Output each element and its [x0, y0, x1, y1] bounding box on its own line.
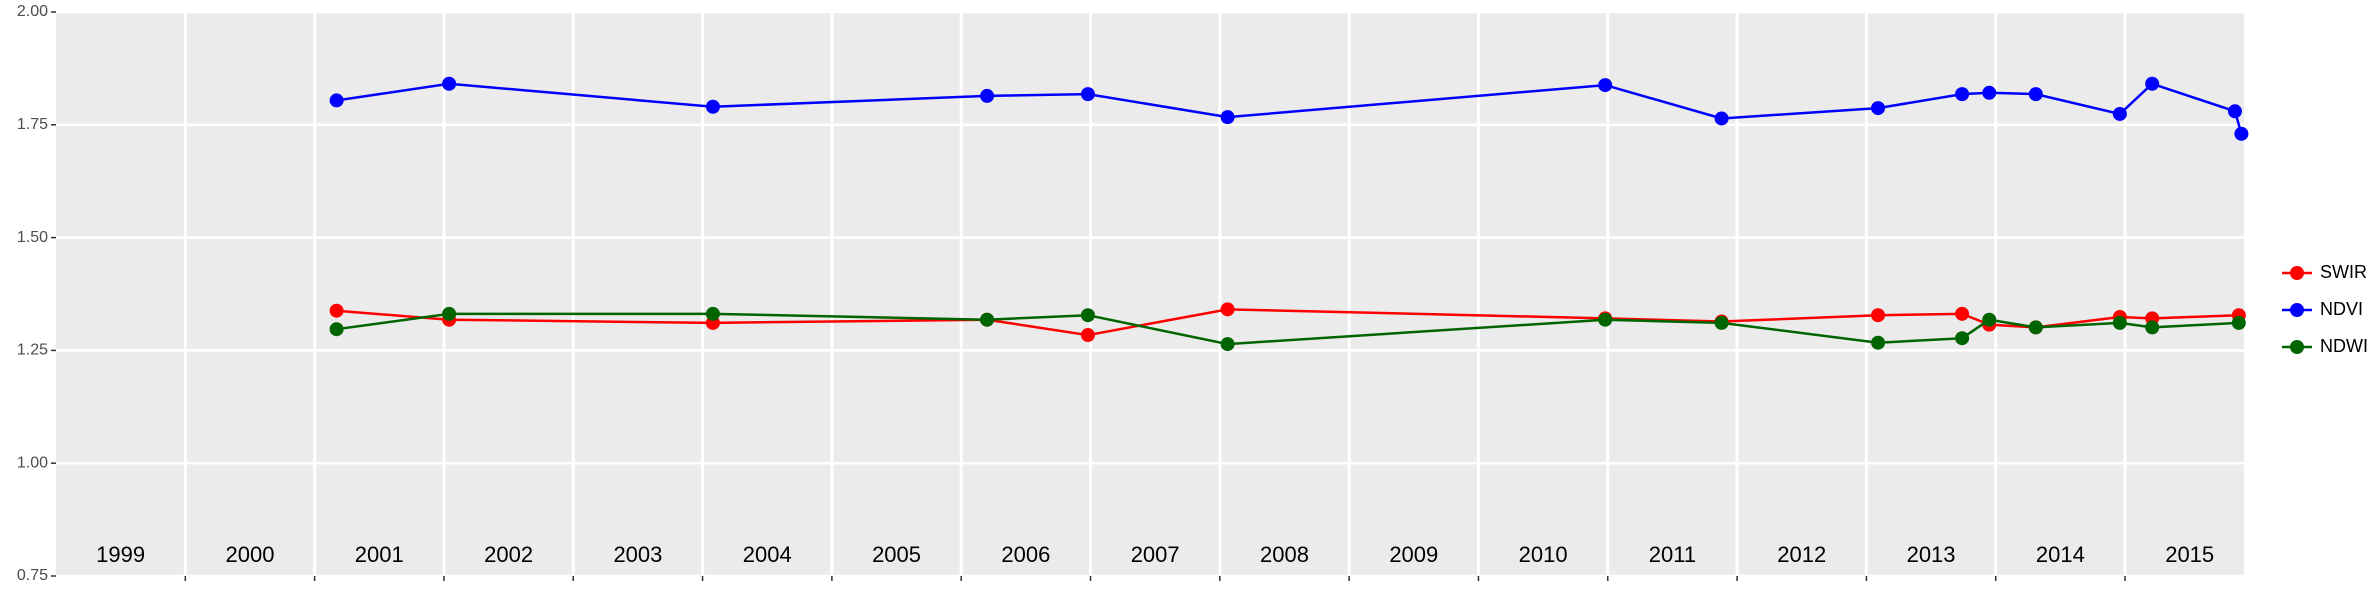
x-tick-label: 2001	[355, 542, 404, 567]
legend: SWIR NDVI NDWI	[2282, 262, 2368, 356]
y-tick-label: 1.50	[17, 229, 48, 246]
data-point	[980, 312, 995, 327]
data-point	[705, 99, 720, 114]
data-point	[1598, 78, 1613, 93]
y-tick-label: 1.25	[17, 342, 48, 359]
x-tick-label: 2005	[872, 542, 921, 567]
x-tick-label: 2007	[1131, 542, 1180, 567]
data-point	[1982, 85, 1997, 100]
data-point	[1080, 87, 1095, 102]
data-point	[329, 303, 344, 318]
legend-key-point	[2290, 340, 2304, 354]
data-point	[2112, 106, 2127, 121]
data-point	[2227, 104, 2242, 119]
x-tick-label: 2000	[225, 542, 274, 567]
legend-key-point	[2290, 303, 2304, 317]
x-tick-label: 2006	[1001, 542, 1050, 567]
x-tick-label: 2014	[2036, 542, 2085, 567]
x-tick-label: 2003	[613, 542, 662, 567]
data-point	[1714, 111, 1729, 126]
legend-key-point	[2290, 266, 2304, 280]
y-tick-label: 2.00	[17, 3, 48, 20]
data-point	[1871, 335, 1886, 350]
data-point	[2028, 320, 2043, 335]
y-tick-label: 1.75	[17, 116, 48, 133]
y-tick-label: 0.75	[17, 567, 48, 584]
data-point	[442, 306, 457, 321]
data-point	[1955, 306, 1970, 321]
x-tick-label: 2011	[1649, 542, 1696, 567]
x-tick-label: 1999	[96, 542, 145, 567]
x-tick-label: 2004	[743, 542, 792, 567]
data-point	[2028, 87, 2043, 102]
x-tick-label: 2009	[1389, 542, 1438, 567]
data-point	[442, 76, 457, 91]
plot-panel	[56, 12, 2244, 576]
data-point	[2145, 76, 2160, 91]
legend-label: NDVI	[2320, 299, 2363, 319]
x-tick-label: 2002	[484, 542, 533, 567]
data-point	[1080, 328, 1095, 343]
series-line	[336, 82, 2243, 135]
data-point	[1955, 331, 1970, 346]
data-point	[1955, 87, 1970, 102]
y-tick-label: 1.00	[17, 454, 48, 471]
data-point	[1871, 308, 1886, 323]
data-point	[2231, 315, 2246, 330]
data-point	[329, 93, 344, 108]
data-point	[2145, 320, 2160, 335]
x-tick-label: 2008	[1260, 542, 1309, 567]
x-tick-label: 2012	[1777, 542, 1826, 567]
data-point	[2234, 126, 2249, 141]
data-point	[1220, 302, 1235, 317]
data-point	[329, 322, 344, 337]
x-tick-label: 2010	[1519, 542, 1568, 567]
data-point	[2112, 315, 2127, 330]
x-tick-label: 2015	[2165, 542, 2214, 567]
legend-label: SWIR	[2320, 262, 2367, 282]
data-point	[1714, 315, 1729, 330]
legend-label: NDWI	[2320, 336, 2368, 356]
data-point	[1598, 312, 1613, 327]
data-point	[1871, 101, 1886, 116]
data-point	[1220, 337, 1235, 352]
data-point	[980, 88, 995, 103]
data-point	[1220, 110, 1235, 125]
data-point	[1982, 312, 1997, 327]
data-point	[1080, 308, 1095, 323]
data-point	[705, 306, 720, 321]
x-tick-label: 2013	[1907, 542, 1956, 567]
